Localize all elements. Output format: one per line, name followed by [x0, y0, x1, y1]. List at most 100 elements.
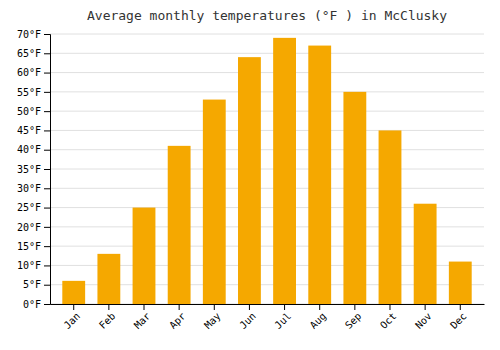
x-tick: Oct [378, 304, 399, 331]
y-axis: 0°F 5°F 10°F 15°F 20°F 25°F 30°F 35°F 40°F 45°F 50… [17, 29, 51, 310]
y-tick-mark [44, 130, 50, 131]
plot: 0°F 5°F 10°F 15°F 20°F 25°F 30°F 35°F 40°F 45°F 50… [17, 29, 485, 331]
y-tick-mark [44, 227, 50, 228]
y-tick-mark [44, 208, 50, 209]
grid-line [50, 149, 484, 150]
bar [414, 204, 437, 304]
bars [62, 38, 471, 304]
y-tick: 15°F [17, 241, 50, 252]
y-tick-label: 50°F [17, 106, 41, 117]
bar [203, 100, 226, 304]
x-tick-label: Feb [97, 310, 118, 331]
y-tick-mark [44, 188, 50, 189]
y-tick: 70°F [17, 29, 50, 40]
x-tick-mark [144, 304, 145, 310]
x-tick: May [202, 304, 223, 331]
y-tick-label: 30°F [17, 183, 41, 194]
x-tick-mark [249, 304, 250, 310]
bar [168, 146, 191, 304]
x-tick-label: May [202, 310, 223, 331]
x-tick-label: Aug [308, 310, 329, 331]
y-tick: 5°F [23, 279, 50, 290]
y-axis-line [44, 35, 51, 305]
grid-line [50, 111, 484, 112]
bar [273, 38, 296, 304]
x-tick: Apr [167, 304, 188, 331]
x-tick-label: Dec [448, 310, 469, 331]
y-tick: 55°F [17, 87, 50, 98]
x-tick-mark [284, 304, 285, 310]
x-tick: Jun [237, 304, 258, 331]
y-tick-mark [44, 53, 50, 54]
grid [50, 34, 484, 304]
grid-line [50, 34, 484, 35]
y-tick-label: 0°F [23, 299, 41, 310]
y-tick: 10°F [17, 260, 50, 271]
bar [133, 208, 156, 304]
x-tick: Sep [343, 304, 364, 331]
y-tick: 65°F [17, 48, 50, 59]
x-tick-mark [389, 304, 390, 310]
y-tick: 60°F [17, 67, 50, 78]
y-tick-label: 35°F [17, 164, 41, 175]
grid-line [50, 53, 484, 54]
y-tick-mark [44, 34, 50, 35]
y-tick-label: 65°F [17, 48, 41, 59]
x-axis: Jan Feb Mar Apr May Jun Jul Aug Sep Oct Nov Dec [51, 304, 485, 331]
x-tick-label: Nov [413, 310, 434, 331]
x-tick: Jan [62, 304, 83, 331]
x-tick: Nov [413, 304, 434, 331]
bar [308, 46, 331, 304]
x-tick-label: Apr [167, 310, 188, 331]
x-tick-label: Jan [62, 310, 83, 331]
x-tick: Aug [308, 304, 329, 331]
y-tick-label: 55°F [17, 87, 41, 98]
y-tick-label: 40°F [17, 144, 41, 155]
y-tick-mark [44, 265, 50, 266]
y-tick-mark [44, 73, 50, 74]
bar [379, 130, 402, 304]
x-tick-label: Oct [378, 310, 399, 331]
title: Average monthly temperatures (°F ) in Mc… [87, 8, 447, 23]
x-tick-label: Mar [132, 310, 153, 331]
y-tick: 40°F [17, 144, 50, 155]
x-tick: Mar [132, 304, 153, 331]
bar [97, 254, 120, 304]
y-tick-label: 5°F [23, 279, 41, 290]
grid-line [50, 130, 484, 131]
y-tick-label: 60°F [17, 67, 41, 78]
x-tick: Dec [448, 304, 469, 331]
y-tick-label: 10°F [17, 260, 41, 271]
chart: 0°F 5°F 10°F 15°F 20°F 25°F 30°F 35°F 40°F 45°F 50… [0, 0, 500, 350]
x-axis-line [51, 304, 485, 305]
x-tick-mark [460, 304, 461, 310]
y-tick: 20°F [17, 222, 50, 233]
y-tick-label: 25°F [17, 202, 41, 213]
grid-line [50, 188, 484, 189]
x-tick: Feb [97, 304, 118, 331]
y-tick: 0°F [23, 299, 50, 310]
y-tick-label: 15°F [17, 241, 41, 252]
y-tick: 35°F [17, 164, 50, 175]
x-tick: Jul [273, 304, 294, 331]
y-tick: 45°F [17, 125, 50, 136]
y-tick: 30°F [17, 183, 50, 194]
y-tick-mark [44, 150, 50, 151]
y-tick-mark [44, 246, 50, 247]
x-tick-mark [425, 304, 426, 310]
grid-line [50, 91, 484, 92]
x-tick-mark [108, 304, 109, 310]
y-tick-mark [44, 304, 50, 305]
x-tick-label: Jun [237, 310, 258, 331]
x-tick-mark [73, 304, 74, 310]
x-tick-mark [179, 304, 180, 310]
y-tick-mark [44, 169, 50, 170]
x-tick-mark [354, 304, 355, 310]
bar [449, 262, 472, 304]
grid-line [50, 169, 484, 170]
x-tick-label: Jul [273, 310, 294, 331]
y-tick-mark [44, 92, 50, 93]
y-tick-label: 45°F [17, 125, 41, 136]
grid-line [50, 72, 484, 73]
bar [238, 57, 261, 304]
